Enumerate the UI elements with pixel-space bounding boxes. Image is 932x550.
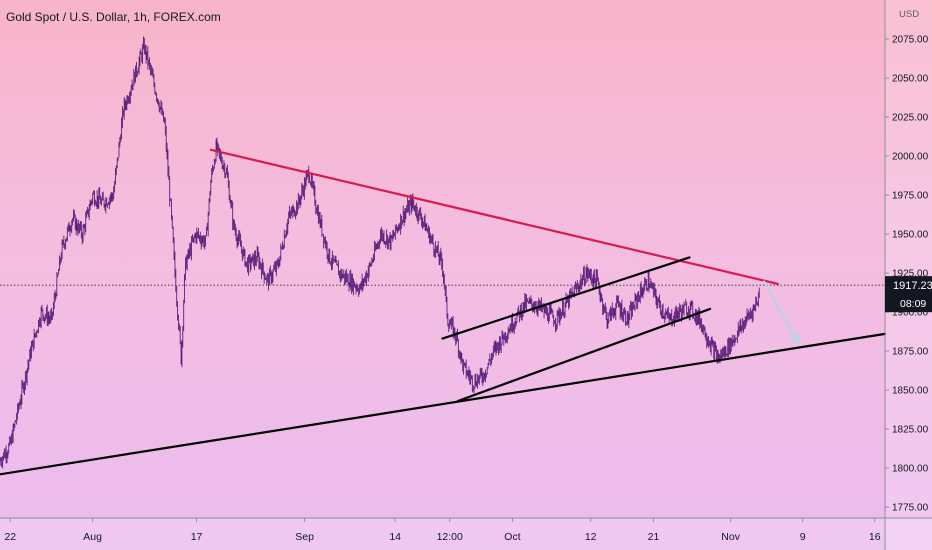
y-tick-label: 1800.00 [892,464,929,475]
projection-arrow [764,281,799,343]
y-tick-label: 2025.00 [892,113,929,124]
x-tick-label: 9 [800,531,806,543]
y-tick-label: 1850.00 [892,386,929,397]
x-tick-label: 16 [869,531,881,543]
y-tick-label: 1775.00 [892,503,929,514]
bar-countdown-label: 08:09 [900,298,926,310]
y-tick-label: 1875.00 [892,347,929,358]
y-tick-label: 1975.00 [892,191,929,202]
chart-title: Gold Spot / U.S. Dollar, 1h, FOREX.com [6,10,221,24]
time-axis-panel [0,518,932,550]
x-tick-label: Nov [721,531,740,543]
x-tick-label: Sep [295,531,314,543]
x-tick-label: 17 [191,531,203,543]
current-price-label: 1917.23 [893,280,932,292]
y-tick-label: 1825.00 [892,425,929,436]
x-tick-label: 12:00 [437,531,463,543]
currency-label[interactable]: USD [899,9,919,20]
x-tick-label: 22 [4,531,16,543]
y-tick-label: 2075.00 [892,35,929,46]
y-tick-label: 1950.00 [892,230,929,241]
y-tick-label: 2000.00 [892,152,929,163]
trendline[interactable] [443,257,690,338]
x-tick-label: 14 [389,531,401,543]
x-tick-label: Aug [83,531,102,543]
x-tick-label: 21 [648,531,660,543]
y-tick-label: 2050.00 [892,74,929,85]
current-price-badge: 1917.23 08:09 [885,276,932,312]
x-tick-label: Oct [504,531,520,543]
trendline[interactable] [0,334,885,474]
x-tick-label: 12 [585,531,597,543]
